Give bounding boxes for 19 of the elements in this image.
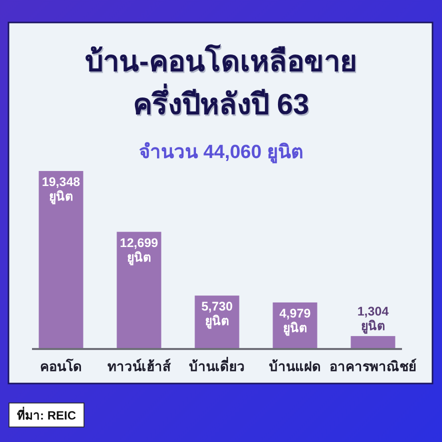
data-label: ยูนิต (205, 314, 229, 328)
title: ครึ่งปีหลังปี 63 (128, 84, 314, 126)
annotation: ที่มา: REIC (17, 408, 76, 422)
data-label: 1,304 (357, 304, 389, 319)
data-label: ยูนิต (361, 319, 385, 334)
data-label: ยูนิต (283, 320, 307, 335)
data-label: 12,699 (120, 236, 158, 250)
data-label: 4,979 (279, 306, 311, 320)
data-label: 19,348 (42, 175, 80, 189)
x-tick-label: อาคารพาณิชย์ (330, 359, 416, 374)
x-tick-label: คอนโด (40, 359, 82, 374)
data-label: ยูนิต (49, 190, 73, 204)
x-tick-label: บ้านแฝด (269, 359, 321, 374)
subtitle: จำนวน 44,060 ยูนิต (138, 141, 304, 166)
data-label: 5,730 (201, 300, 233, 314)
x-tick-label: บ้านเดี่ยว (189, 359, 245, 374)
x-tick-label: ทาวน์เฮ้าส์ (108, 359, 170, 374)
title: บ้าน-คอนโดเหลือขาย (84, 43, 358, 80)
data-label: ยูนิต (127, 250, 151, 264)
